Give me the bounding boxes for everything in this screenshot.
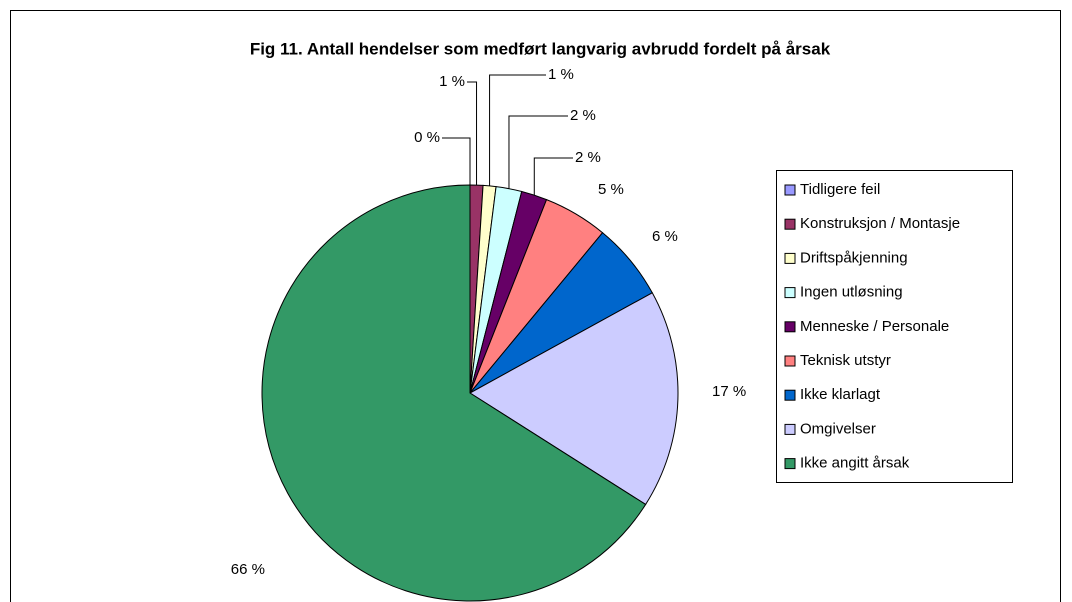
- legend-swatch: [784, 458, 796, 470]
- data-label: 6 %: [652, 228, 678, 245]
- legend: [776, 170, 1013, 483]
- data-label: 2 %: [570, 107, 596, 124]
- chart-title: Fig 11. Antall hendelser som medført lan…: [250, 39, 831, 58]
- leader-line: [442, 137, 471, 185]
- data-label: 1 %: [548, 66, 574, 83]
- legend-label: Teknisk utstyr: [800, 352, 891, 369]
- legend-label: Ikke klarlagt: [800, 386, 881, 403]
- leader-line: [489, 74, 546, 186]
- legend-label: Ikke angitt årsak: [800, 455, 910, 472]
- legend-label: Driftspåkjenning: [800, 249, 908, 266]
- leader-line: [508, 115, 568, 189]
- legend-label: Menneske / Personale: [800, 318, 949, 335]
- data-label: 0 %: [414, 129, 440, 146]
- legend-swatch: [784, 184, 796, 196]
- legend-swatch: [784, 321, 796, 333]
- leader-line: [533, 157, 573, 196]
- data-label: 66 %: [231, 561, 265, 578]
- legend-label: Tidligere feil: [800, 181, 880, 198]
- legend-swatch: [784, 218, 796, 230]
- data-label: 1 %: [439, 73, 465, 90]
- pie-slice: [469, 292, 679, 506]
- data-label: 17 %: [712, 383, 746, 400]
- legend-swatch: [784, 287, 796, 299]
- pie-slice: [261, 184, 647, 602]
- data-label: 5 %: [598, 181, 624, 198]
- data-label: 2 %: [575, 149, 601, 166]
- legend-swatch: [784, 252, 796, 264]
- legend-label: Ingen utløsning: [800, 284, 903, 301]
- legend-swatch: [784, 389, 796, 401]
- legend-swatch: [784, 423, 796, 435]
- legend-label: Omgivelser: [800, 420, 876, 437]
- leader-line: [467, 81, 478, 186]
- legend-label: Konstruksjon / Montasje: [800, 215, 960, 232]
- legend-swatch: [784, 355, 796, 367]
